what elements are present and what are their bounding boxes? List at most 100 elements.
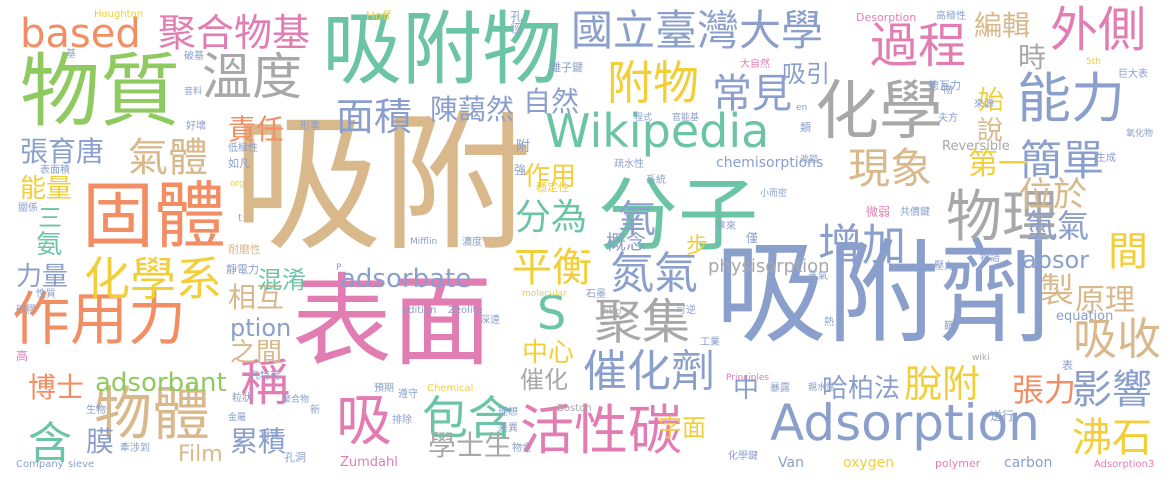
word: 脫附 — [904, 362, 981, 406]
word: 化學系 — [84, 252, 222, 306]
word: 離子鍵 — [550, 61, 583, 74]
word: 分子 — [598, 169, 758, 262]
word: 原理 — [1075, 283, 1135, 318]
word: 耐磨性 — [228, 243, 261, 256]
word: 僅 — [746, 231, 759, 245]
word: 凡特荷 — [250, 371, 280, 382]
word: 位於 — [1019, 175, 1087, 215]
word: based — [20, 11, 141, 57]
word: oxygen — [843, 455, 895, 471]
word: adsorbate — [340, 264, 472, 294]
word: Chemical — [427, 383, 474, 394]
word: 預期 — [374, 383, 394, 394]
word: 表面積 — [40, 165, 70, 176]
word: en — [796, 103, 808, 113]
word: 說 — [977, 116, 1004, 146]
word: Boston — [557, 403, 592, 414]
word: 吸收 — [1073, 314, 1161, 365]
word: t — [238, 213, 242, 224]
word: 好壞 — [186, 121, 206, 132]
word: sieve — [68, 459, 95, 470]
word: 膜 — [86, 425, 115, 458]
word: 物質 — [20, 45, 180, 138]
word: 氨 — [36, 230, 63, 260]
word: 增加 — [818, 220, 906, 271]
word: 沸石 — [1072, 415, 1152, 461]
word: 新 — [310, 405, 320, 416]
word: 逆行 — [990, 409, 1015, 423]
word: 簡單 — [1020, 136, 1105, 185]
word: 壓力 — [934, 261, 954, 272]
word: 能量 — [20, 174, 73, 204]
word: absor — [1022, 246, 1089, 274]
word: 吸附 — [232, 98, 533, 272]
word: 金屬 — [228, 413, 247, 423]
word: 石墨 — [586, 289, 606, 300]
word: 音料 — [184, 87, 203, 97]
word: 化學鍵 — [728, 451, 758, 462]
word: 間 — [1108, 229, 1148, 275]
word: 影響 — [1072, 367, 1152, 413]
word: 孔徑 — [509, 10, 523, 34]
word: Zumdahl — [340, 455, 398, 470]
word: 第一 — [968, 147, 1028, 182]
word: 大自然 — [740, 59, 770, 70]
word: 累積 — [230, 425, 287, 458]
word: 催化 — [520, 366, 568, 394]
word: 深遠 — [480, 315, 500, 326]
word: 氧化物 — [1126, 129, 1154, 139]
word: 聚合物 — [282, 395, 310, 405]
word: 高極性 — [936, 11, 966, 22]
word: 暴露 — [770, 383, 790, 394]
word: 夫方 — [938, 113, 958, 124]
word: Film — [178, 442, 223, 467]
word: 固體 — [82, 174, 227, 258]
word: 過程 — [870, 18, 967, 74]
word: 濃度 — [462, 237, 482, 248]
word: 氮氣 — [610, 248, 698, 299]
word: edition — [402, 305, 437, 316]
word: 氫氣 — [1025, 207, 1090, 245]
word: 篩 — [944, 321, 954, 332]
word: Company — [16, 459, 64, 470]
word: 聚合物基 — [158, 11, 311, 55]
word: 編輯 — [974, 9, 1031, 42]
word: 哈柏法 — [822, 374, 901, 404]
word: 三 — [38, 204, 62, 232]
word: 關係 — [18, 203, 38, 214]
word: Zeolite — [448, 305, 483, 316]
word: 字面 — [658, 414, 706, 442]
word: 德瓦力 — [928, 79, 961, 92]
word: 附物 — [607, 56, 699, 110]
word: 改變 — [800, 155, 819, 165]
word: 理想 — [498, 407, 518, 418]
word: molecular — [522, 289, 567, 299]
word: equation — [1056, 309, 1114, 324]
word: 小而密 — [760, 189, 788, 199]
word: 含 — [28, 418, 72, 469]
word: 表面 — [292, 263, 492, 380]
word: 拿來 — [716, 221, 736, 232]
word: 自然 — [523, 85, 580, 118]
word: S — [537, 286, 567, 340]
word: 程式 — [634, 113, 653, 123]
word: Van — [778, 455, 804, 471]
word: 官能基 — [672, 113, 700, 123]
word: Wikipedia — [545, 104, 770, 158]
word: 排除 — [392, 415, 412, 426]
word: Mifflin — [410, 237, 438, 247]
word: 巨大表 — [1118, 69, 1148, 80]
word: 始 — [978, 86, 1005, 116]
word: 親水性 — [808, 383, 836, 393]
word: 平衡 — [512, 245, 592, 291]
word: 氧 — [618, 197, 657, 241]
word: 工業 — [700, 337, 720, 348]
word: 催化劑 — [583, 346, 715, 397]
word: 中 — [733, 374, 760, 404]
word: Adsorption — [770, 394, 1040, 452]
word: 吸 — [336, 389, 392, 454]
word: 生成 — [1096, 153, 1116, 164]
word: 微弱 — [866, 205, 891, 219]
word: 5th — [1086, 57, 1101, 67]
